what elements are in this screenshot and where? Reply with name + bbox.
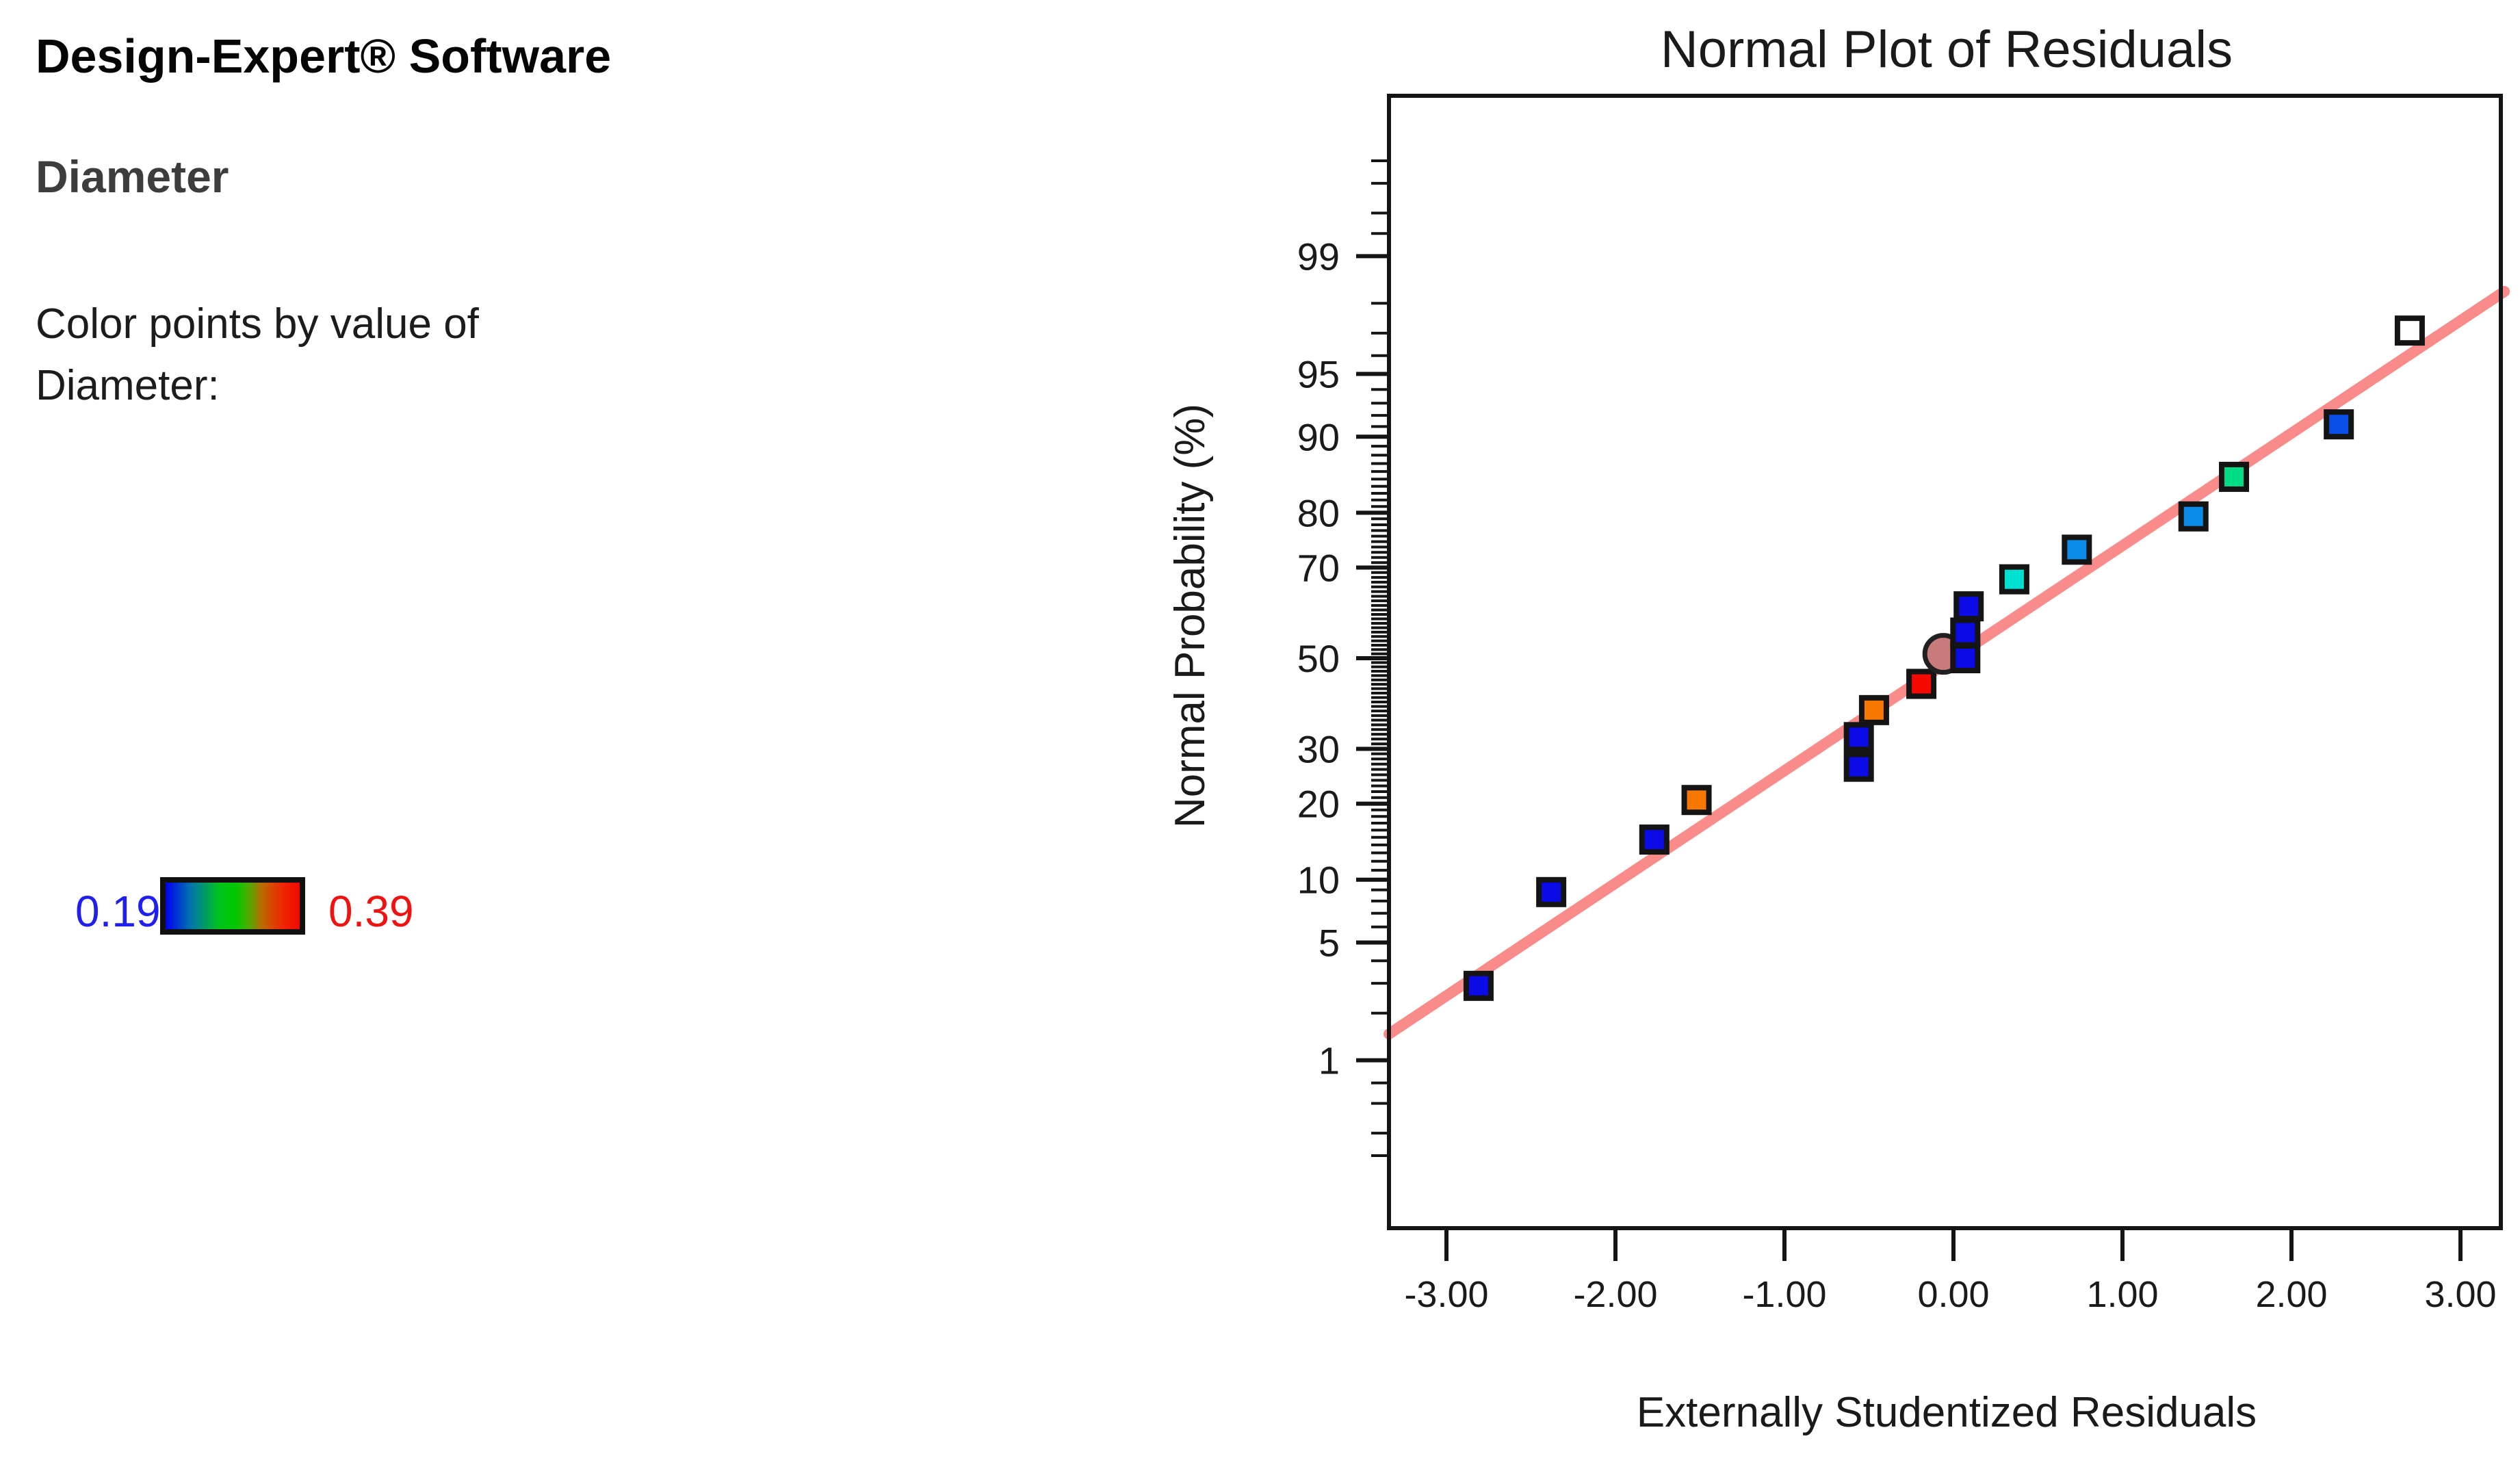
legend-gradient-bar <box>160 877 305 935</box>
color-by-caption-line2: Diameter: <box>36 362 220 409</box>
y-tick-label: 70 <box>1297 547 1340 590</box>
data-point-square[interactable] <box>1950 643 1981 673</box>
x-tick-label: 1.00 <box>2086 1274 2158 1315</box>
chart-title: Normal Plot of Residuals <box>1661 21 2233 79</box>
x-axis-title: Externally Studentized Residuals <box>1637 1389 2257 1436</box>
y-tick-label: 99 <box>1297 235 1340 278</box>
data-point-square[interactable] <box>1843 751 1874 782</box>
data-point-square[interactable] <box>2324 409 2354 440</box>
color-by-caption-line1: Color points by value of <box>36 300 479 348</box>
y-tick-label: 1 <box>1319 1039 1340 1082</box>
x-tick-label: 3.00 <box>2424 1274 2496 1315</box>
y-tick-label: 5 <box>1319 921 1340 964</box>
x-tick-label: -2.00 <box>1573 1274 1657 1315</box>
data-point-square[interactable] <box>2219 461 2250 492</box>
y-tick-label: 80 <box>1297 491 1340 534</box>
x-tick-label: 0.00 <box>1917 1274 1989 1315</box>
data-point-square[interactable] <box>2178 501 2209 532</box>
app-title: Design-Expert® Software <box>36 29 612 83</box>
data-point-square[interactable] <box>1463 970 1494 1001</box>
data-point-square[interactable] <box>2394 315 2425 346</box>
y-tick-label: 10 <box>1297 859 1340 902</box>
y-tick-label: 20 <box>1297 783 1340 826</box>
data-point-square[interactable] <box>1950 617 1981 648</box>
x-tick-label: -3.00 <box>1404 1274 1488 1315</box>
y-tick-label: 90 <box>1297 415 1340 458</box>
response-name-label: Diameter <box>36 151 229 202</box>
y-tick-label: 95 <box>1297 353 1340 396</box>
data-point-square[interactable] <box>1906 668 1937 699</box>
y-tick-label: 50 <box>1297 637 1340 680</box>
legend-max-value: 0.39 <box>328 887 414 936</box>
y-axis-title: Normal Probability (%) <box>1167 404 1214 828</box>
data-point-square[interactable] <box>1639 824 1670 855</box>
data-point-square[interactable] <box>1536 876 1567 907</box>
legend-min-value: 0.19 <box>75 887 161 936</box>
x-tick-label: -1.00 <box>1742 1274 1826 1315</box>
data-point-square[interactable] <box>1681 785 1712 816</box>
data-point-square[interactable] <box>1858 694 1889 725</box>
data-point-square[interactable] <box>2062 534 2092 565</box>
data-point-square[interactable] <box>1843 722 1874 753</box>
data-point-square[interactable] <box>1999 564 2029 595</box>
y-tick-label: 30 <box>1297 727 1340 770</box>
data-point-square[interactable] <box>1953 591 1984 622</box>
x-tick-label: 2.00 <box>2255 1274 2327 1315</box>
